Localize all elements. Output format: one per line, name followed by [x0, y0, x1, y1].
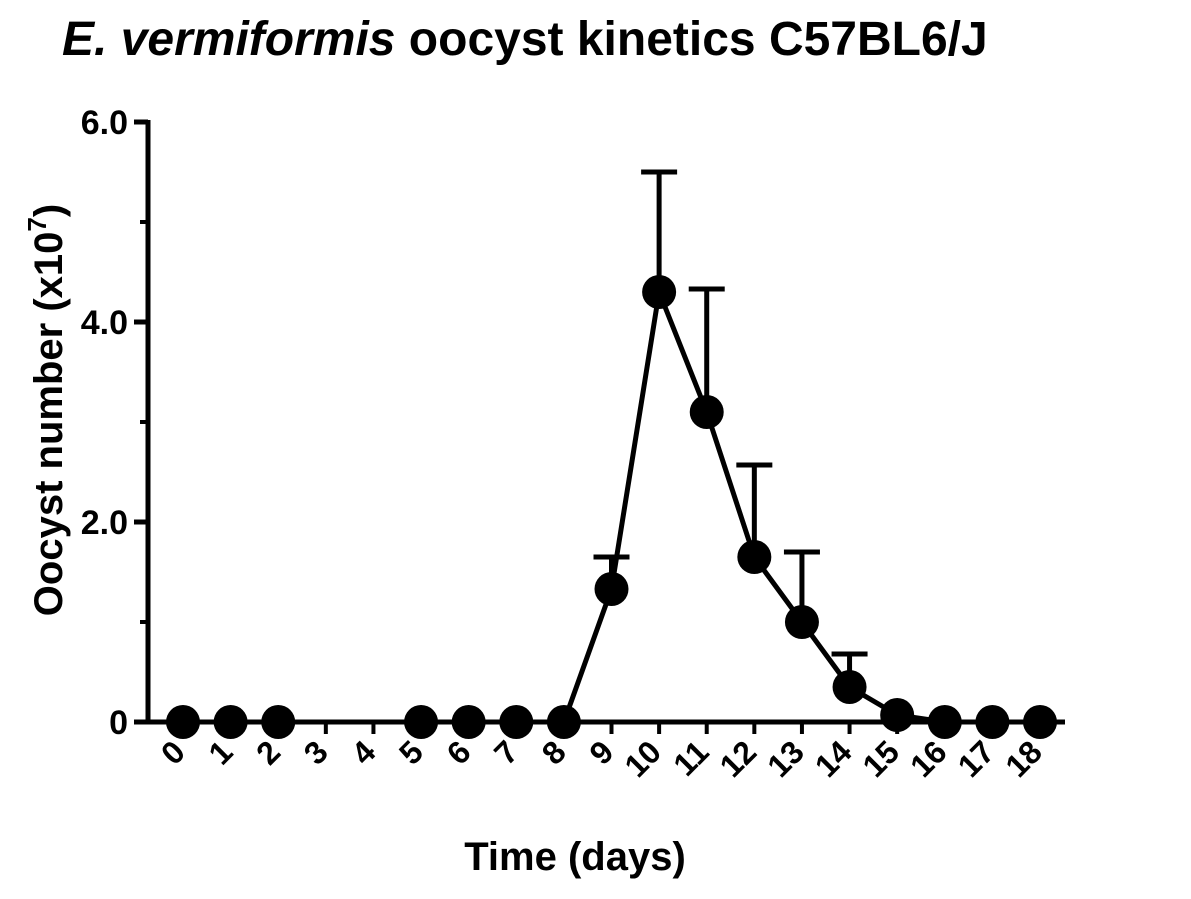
chart-title-species: E. vermiformis: [62, 13, 396, 66]
y-axis-label: Oocyst number (x107): [22, 204, 71, 616]
data-point: [213, 705, 248, 739]
x-tick-label: 17: [951, 733, 1002, 784]
series-line: [183, 289, 1040, 725]
x-tick-label: 7: [487, 733, 525, 771]
data-point: [261, 705, 296, 739]
x-tick-label: 5: [392, 733, 430, 771]
x-tick-label: 11: [666, 733, 715, 782]
data-point: [166, 705, 200, 739]
x-tick-label: 15: [855, 733, 906, 784]
x-tick-label: 9: [582, 733, 620, 771]
y-tick-label: 0: [109, 704, 128, 742]
x-tick-label: 12: [713, 733, 764, 784]
data-point: [832, 670, 867, 704]
x-tick-label: 8: [535, 733, 573, 771]
data-point: [689, 395, 724, 429]
data-point: [737, 540, 772, 574]
x-axis-label: Time (days): [464, 835, 686, 879]
y-axis-label-close: ): [27, 204, 71, 217]
data-point: [880, 698, 915, 732]
y-axis-label-main: Oocyst number (x10: [27, 232, 71, 617]
series-line-group: [183, 289, 1040, 725]
data-points: [166, 275, 1057, 739]
x-tick-label: 10: [617, 733, 668, 784]
x-tick-label: 2: [249, 733, 287, 771]
data-point: [975, 705, 1010, 739]
y-tick-label: 4.0: [81, 304, 128, 342]
data-point: [784, 605, 819, 639]
axes: [134, 119, 1065, 734]
x-tick-label: 1: [202, 733, 240, 771]
x-tick-label: 3: [297, 733, 335, 771]
chart-title-rest: oocyst kinetics C57BL6/J: [395, 13, 988, 66]
x-tick-label: 14: [808, 733, 859, 784]
x-tick-label: 4: [344, 733, 382, 771]
x-tick-label: 16: [903, 733, 954, 784]
data-point: [927, 705, 962, 739]
x-tick-label: 0: [154, 733, 192, 771]
x-tick-label: 6: [440, 733, 478, 771]
data-point: [642, 275, 677, 309]
data-point: [594, 572, 629, 606]
data-point: [451, 705, 486, 739]
x-tick-label: 13: [760, 733, 811, 784]
data-point: [404, 705, 439, 739]
chart-title: E. vermiformis oocyst kinetics C57BL6/J: [62, 12, 988, 67]
data-point: [1023, 705, 1057, 739]
y-tick-label: 6.0: [81, 104, 128, 142]
data-point: [546, 705, 581, 739]
y-axis-label-exponent: 7: [22, 217, 52, 231]
x-tick-label: 18: [998, 733, 1049, 784]
data-point: [499, 705, 534, 739]
y-tick-label: 2.0: [81, 504, 128, 542]
